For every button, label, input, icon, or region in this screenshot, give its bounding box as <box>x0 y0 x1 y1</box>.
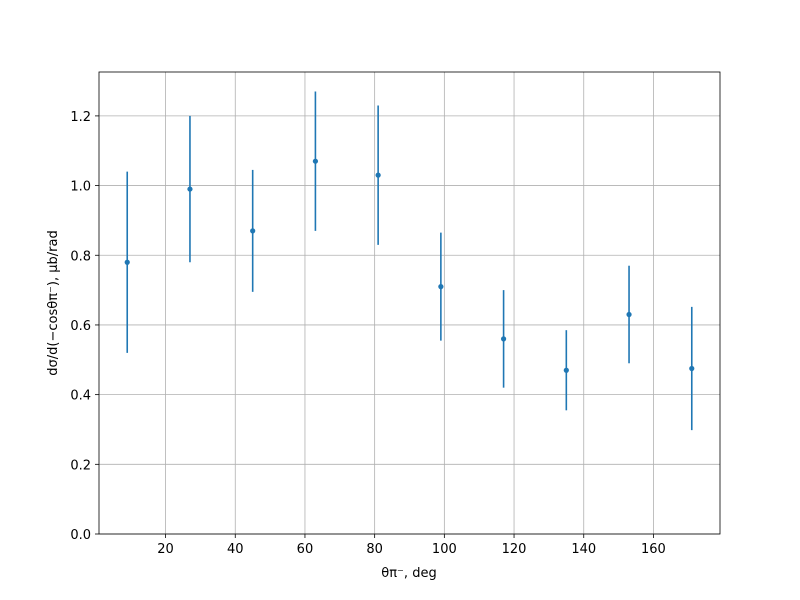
y-tick-label: 0.6 <box>70 319 91 334</box>
x-tick-label: 120 <box>502 542 527 557</box>
x-tick-label: 60 <box>297 542 314 557</box>
plot-frame <box>98 71 721 535</box>
y-tick-label: 0.8 <box>70 249 91 264</box>
y-tick-label: 1.0 <box>70 180 91 195</box>
x-axis-label: θπ⁻, deg <box>381 566 436 581</box>
x-tick-label: 80 <box>366 542 383 557</box>
y-tick-label: 1.2 <box>70 110 91 125</box>
data-point <box>124 259 130 265</box>
y-tick-label: 0.2 <box>70 458 91 473</box>
data-point <box>312 158 319 164</box>
x-tick-label: 100 <box>432 542 457 557</box>
y-axis-label: dσ/d(−cosθπ⁻), μb/rad <box>46 230 61 375</box>
data-point <box>375 172 381 178</box>
data-point <box>626 311 632 318</box>
data-point <box>438 284 444 290</box>
y-tick-label: 0.4 <box>70 389 91 404</box>
data-point <box>187 186 193 192</box>
data-point <box>689 365 695 372</box>
y-tick-label: 0.0 <box>70 528 91 543</box>
data-point <box>500 336 507 342</box>
x-tick-label: 160 <box>641 542 666 557</box>
x-tick-label: 140 <box>571 542 596 557</box>
data-point <box>563 367 569 373</box>
data-point <box>250 228 256 234</box>
x-tick-label: 40 <box>227 542 244 557</box>
x-tick-label: 20 <box>157 542 174 557</box>
